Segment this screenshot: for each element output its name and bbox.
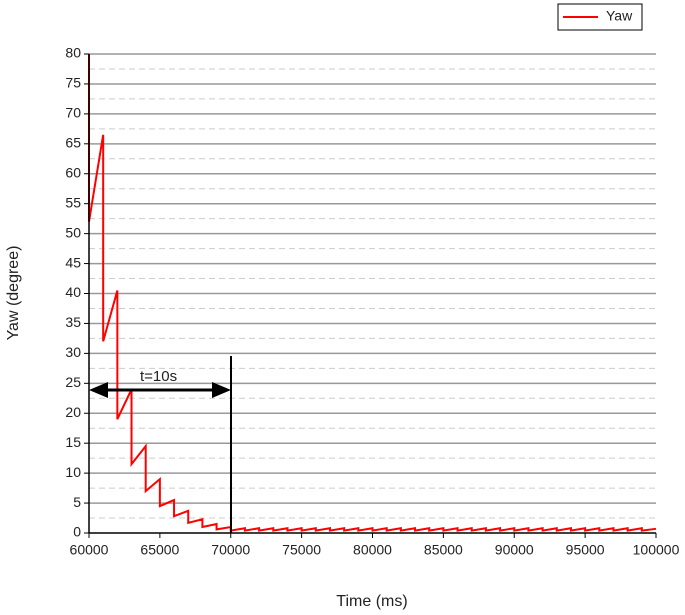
y-axis-title: Yaw (degree) [5,246,22,341]
y-tick-label: 10 [65,464,81,480]
grid [89,53,656,519]
x-tick-label: 85000 [424,542,463,558]
y-tick-label: 5 [73,494,81,510]
y-tick-label: 60 [65,164,81,180]
annotation: t=10s [89,356,232,533]
y-tick-label: 25 [65,374,81,390]
annotation-text: t=10s [140,368,177,385]
y-tick-label: 50 [65,224,81,240]
y-tick-label: 15 [65,434,81,450]
y-tick-label: 45 [65,254,81,270]
y-tick-label: 75 [65,75,81,91]
arrow-head [212,382,231,398]
y-tick-label: 40 [65,284,81,300]
arrow-head [89,382,108,398]
x-tick-label: 80000 [353,542,392,558]
y-tick-label: 20 [65,404,81,420]
y-tick-label: 35 [65,314,81,330]
x-axis-title: Time (ms) [336,593,407,610]
y-tick-label: 30 [65,344,81,360]
x-tick-label: 100000 [633,542,680,558]
x-tick-label: 75000 [282,542,321,558]
legend-label: Yaw [606,8,633,24]
data-line [88,54,657,532]
x-tick-label: 70000 [211,542,250,558]
y-tick-label: 65 [65,135,81,151]
plot [88,54,657,532]
x-tick-label: 90000 [495,542,534,558]
y-tick-label: 55 [65,194,81,210]
x-tick-label: 65000 [140,542,179,558]
y-tick-label: 80 [65,45,81,61]
x-tick-label: 60000 [70,542,109,558]
y-tick-label: 0 [73,524,81,540]
y-tick-label: 70 [65,105,81,121]
x-tick-label: 95000 [566,542,605,558]
